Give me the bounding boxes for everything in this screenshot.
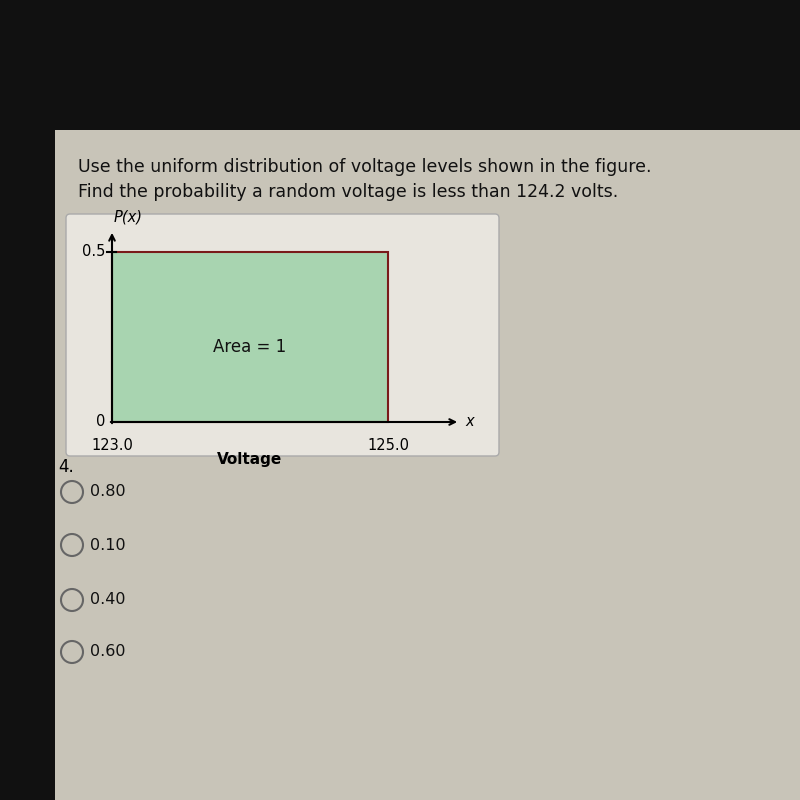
Text: 0.80: 0.80 — [90, 485, 126, 499]
Text: Voltage: Voltage — [218, 452, 282, 467]
Text: 0.60: 0.60 — [90, 645, 126, 659]
Text: P(x): P(x) — [114, 210, 143, 225]
Text: 0: 0 — [96, 414, 105, 430]
Bar — [55, 130, 800, 800]
Text: 125.0: 125.0 — [367, 438, 409, 453]
Text: 0.10: 0.10 — [90, 538, 126, 553]
Bar — [112, 252, 388, 422]
Text: 4.: 4. — [58, 458, 74, 476]
Text: Area = 1: Area = 1 — [214, 338, 286, 356]
Text: 0.40: 0.40 — [90, 593, 126, 607]
Text: Use the uniform distribution of voltage levels shown in the figure.: Use the uniform distribution of voltage … — [78, 158, 651, 176]
Text: 123.0: 123.0 — [91, 438, 133, 453]
Text: Find the probability a random voltage is less than 124.2 volts.: Find the probability a random voltage is… — [78, 183, 618, 201]
Text: x: x — [465, 414, 474, 430]
FancyBboxPatch shape — [66, 214, 499, 456]
Text: 0.5: 0.5 — [82, 245, 105, 259]
